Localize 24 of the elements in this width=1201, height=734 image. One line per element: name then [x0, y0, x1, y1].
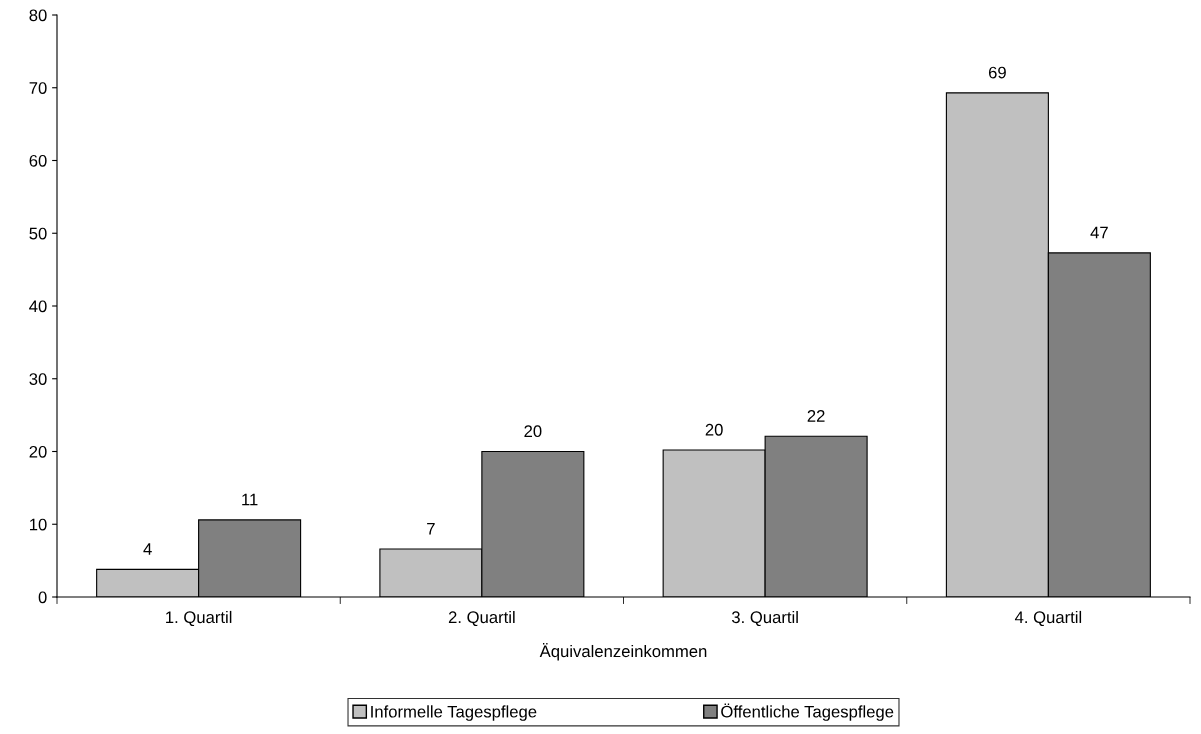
y-tick-label: 10 — [30, 518, 47, 531]
x-axis-title: Äquivalenzeinkommen — [539, 643, 707, 661]
data-label: 20 — [524, 425, 542, 438]
y-tick-label: 20 — [29, 445, 47, 458]
data-label: 69 — [988, 66, 1006, 79]
data-label: 22 — [807, 410, 825, 422]
data-label: 11 — [242, 493, 258, 506]
x-tick-label: 1. Quartil — [166, 610, 232, 627]
y-tick-label: 40 — [29, 300, 47, 313]
x-tick-label: 4. Quartil — [1014, 610, 1082, 627]
y-tick-label: 0 — [38, 591, 47, 604]
y-tick-label: 70 — [29, 82, 47, 94]
y-tick-label: 60 — [29, 154, 47, 167]
y-tick-label: 80 — [29, 9, 47, 22]
data-label: 20 — [705, 423, 723, 436]
y-tick-label: 30 — [29, 373, 47, 385]
legend-label: Informelle Tagespflege — [371, 705, 537, 721]
x-tick-label: 3. Quartil — [731, 610, 798, 627]
legend-label: Öffentliche Tagespflege — [721, 703, 894, 721]
data-label: 47 — [1090, 226, 1108, 239]
y-tick-label: 50 — [29, 227, 47, 240]
data-label: 7 — [427, 522, 435, 535]
data-label: 4 — [143, 543, 152, 555]
x-tick-label: 2. Quartil — [448, 610, 515, 627]
